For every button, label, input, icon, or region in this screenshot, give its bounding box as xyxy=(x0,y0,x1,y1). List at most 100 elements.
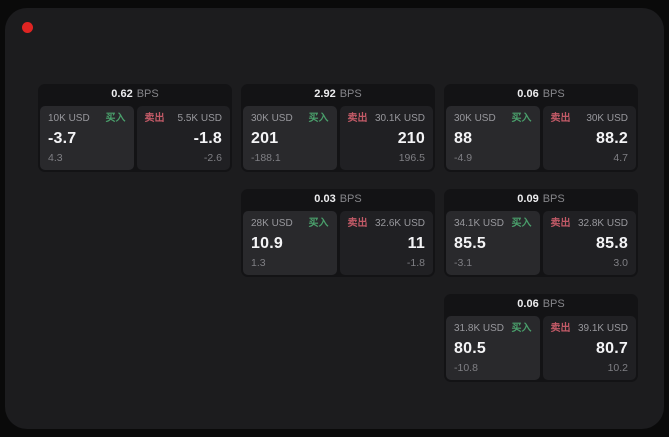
sell-price: 85.8 xyxy=(596,235,628,252)
buy-tile-top-row: 30K USD 买入 xyxy=(251,113,329,125)
recording-indicator-dot xyxy=(22,22,33,33)
buy-price: -3.7 xyxy=(48,130,77,147)
sell-size: 32.8K USD xyxy=(577,218,628,229)
sell-side-label: 卖出 xyxy=(347,113,368,124)
bps-unit-label: BPS xyxy=(542,88,565,100)
quote-card-body: 30K USD 买入 88 -4.9 卖出 30K USD 88.2 4.7 xyxy=(446,106,636,170)
sell-delta: 4.7 xyxy=(613,152,628,164)
quote-card: 0.62 BPS 10K USD 买入 -3.7 4.3 卖出 5.5K USD… xyxy=(38,84,232,172)
buy-tile-top-row: 30K USD 买入 xyxy=(454,113,532,125)
buy-tile[interactable]: 34.1K USD 买入 85.5 -3.1 xyxy=(446,211,540,275)
buy-side-label: 买入 xyxy=(105,113,126,124)
sell-tile-top-row: 卖出 30K USD xyxy=(551,113,629,125)
bps-value: 2.92 xyxy=(314,88,336,100)
buy-delta: -3.1 xyxy=(454,257,473,269)
bps-value: 0.09 xyxy=(517,193,539,205)
buy-size: 30K USD xyxy=(454,113,496,124)
bps-value: 0.03 xyxy=(314,193,336,205)
sell-tile[interactable]: 卖出 39.1K USD 80.7 10.2 xyxy=(542,316,636,380)
quote-card-body: 10K USD 买入 -3.7 4.3 卖出 5.5K USD -1.8 -2.… xyxy=(40,106,230,170)
sell-side-label: 卖出 xyxy=(347,218,368,229)
buy-tile[interactable]: 10K USD 买入 -3.7 4.3 xyxy=(40,106,134,170)
buy-delta: -10.8 xyxy=(454,362,478,374)
quote-card-body: 28K USD 买入 10.9 1.3 卖出 32.6K USD 11 -1.8 xyxy=(243,211,433,275)
sell-price: 88.2 xyxy=(596,130,628,147)
buy-side-label: 买入 xyxy=(511,113,532,124)
quote-card-body: 31.8K USD 买入 80.5 -10.8 卖出 39.1K USD 80.… xyxy=(446,316,636,380)
buy-price: 10.9 xyxy=(251,235,283,252)
sell-delta: -1.8 xyxy=(406,257,425,269)
quote-card: 0.03 BPS 28K USD 买入 10.9 1.3 卖出 32.6K US… xyxy=(241,189,435,277)
sell-tile[interactable]: 卖出 32.8K USD 85.8 3.0 xyxy=(542,211,636,275)
buy-size: 28K USD xyxy=(251,218,293,229)
quote-card-body: 34.1K USD 买入 85.5 -3.1 卖出 32.8K USD 85.8… xyxy=(446,211,636,275)
buy-tile[interactable]: 31.8K USD 买入 80.5 -10.8 xyxy=(446,316,540,380)
buy-delta: 4.3 xyxy=(48,152,63,164)
buy-side-label: 买入 xyxy=(511,323,532,334)
buy-size: 30K USD xyxy=(251,113,293,124)
buy-size: 31.8K USD xyxy=(454,323,505,334)
sell-delta: 196.5 xyxy=(398,152,425,164)
buy-size: 34.1K USD xyxy=(454,218,505,229)
sell-side-label: 卖出 xyxy=(550,113,571,124)
buy-size: 10K USD xyxy=(48,113,90,124)
sell-size: 32.6K USD xyxy=(374,218,425,229)
bps-header: 0.06 BPS xyxy=(444,294,638,315)
sell-tile-top-row: 卖出 32.6K USD xyxy=(348,218,426,230)
sell-side-label: 卖出 xyxy=(144,113,165,124)
buy-tile[interactable]: 30K USD 买入 88 -4.9 xyxy=(446,106,540,170)
buy-price: 201 xyxy=(251,130,279,147)
buy-price: 85.5 xyxy=(454,235,486,252)
buy-tile[interactable]: 30K USD 买入 201 -188.1 xyxy=(243,106,337,170)
bps-unit-label: BPS xyxy=(542,298,565,310)
sell-tile-top-row: 卖出 32.8K USD xyxy=(551,218,629,230)
buy-side-label: 买入 xyxy=(511,218,532,229)
quote-card-body: 30K USD 买入 201 -188.1 卖出 30.1K USD 210 1… xyxy=(243,106,433,170)
sell-side-label: 卖出 xyxy=(550,218,571,229)
buy-delta: -188.1 xyxy=(251,152,281,164)
bps-unit-label: BPS xyxy=(136,88,159,100)
sell-delta: 10.2 xyxy=(607,362,628,374)
buy-tile-top-row: 31.8K USD 买入 xyxy=(454,323,532,335)
sell-delta: 3.0 xyxy=(613,257,628,269)
sell-size: 39.1K USD xyxy=(577,323,628,334)
bps-value: 0.06 xyxy=(517,298,539,310)
sell-price: 80.7 xyxy=(596,340,628,357)
quote-card: 0.06 BPS 30K USD 买入 88 -4.9 卖出 30K USD 8… xyxy=(444,84,638,172)
bps-unit-label: BPS xyxy=(542,193,565,205)
buy-price: 88 xyxy=(454,130,473,147)
buy-tile-top-row: 28K USD 买入 xyxy=(251,218,329,230)
sell-price: -1.8 xyxy=(193,130,222,147)
quote-card: 0.06 BPS 31.8K USD 买入 80.5 -10.8 卖出 39.1… xyxy=(444,294,638,382)
sell-tile[interactable]: 卖出 30K USD 88.2 4.7 xyxy=(542,106,636,170)
bps-value: 0.06 xyxy=(517,88,539,100)
sell-size: 5.5K USD xyxy=(177,113,222,124)
buy-side-label: 买入 xyxy=(308,113,329,124)
sell-tile-top-row: 卖出 5.5K USD xyxy=(145,113,223,125)
buy-side-label: 买入 xyxy=(308,218,329,229)
buy-delta: 1.3 xyxy=(251,257,266,269)
buy-price: 80.5 xyxy=(454,340,486,357)
bps-header: 0.06 BPS xyxy=(444,84,638,105)
sell-price: 11 xyxy=(407,235,425,252)
bps-unit-label: BPS xyxy=(339,193,362,205)
bps-value: 0.62 xyxy=(111,88,133,100)
sell-price: 210 xyxy=(397,130,425,147)
main-panel: 0.62 BPS 10K USD 买入 -3.7 4.3 卖出 5.5K USD… xyxy=(5,8,664,429)
sell-side-label: 卖出 xyxy=(550,323,571,334)
quote-card: 0.09 BPS 34.1K USD 买入 85.5 -3.1 卖出 32.8K… xyxy=(444,189,638,277)
sell-size: 30K USD xyxy=(586,113,628,124)
sell-tile[interactable]: 卖出 5.5K USD -1.8 -2.6 xyxy=(136,106,230,170)
sell-tile[interactable]: 卖出 32.6K USD 11 -1.8 xyxy=(339,211,433,275)
sell-tile-top-row: 卖出 39.1K USD xyxy=(551,323,629,335)
sell-size: 30.1K USD xyxy=(374,113,425,124)
sell-tile-top-row: 卖出 30.1K USD xyxy=(348,113,426,125)
sell-tile[interactable]: 卖出 30.1K USD 210 196.5 xyxy=(339,106,433,170)
sell-delta: -2.6 xyxy=(203,152,222,164)
bps-header: 0.62 BPS xyxy=(38,84,232,105)
bps-unit-label: BPS xyxy=(339,88,362,100)
bps-header: 2.92 BPS xyxy=(241,84,435,105)
buy-tile-top-row: 10K USD 买入 xyxy=(48,113,126,125)
quote-card: 2.92 BPS 30K USD 买入 201 -188.1 卖出 30.1K … xyxy=(241,84,435,172)
buy-tile[interactable]: 28K USD 买入 10.9 1.3 xyxy=(243,211,337,275)
